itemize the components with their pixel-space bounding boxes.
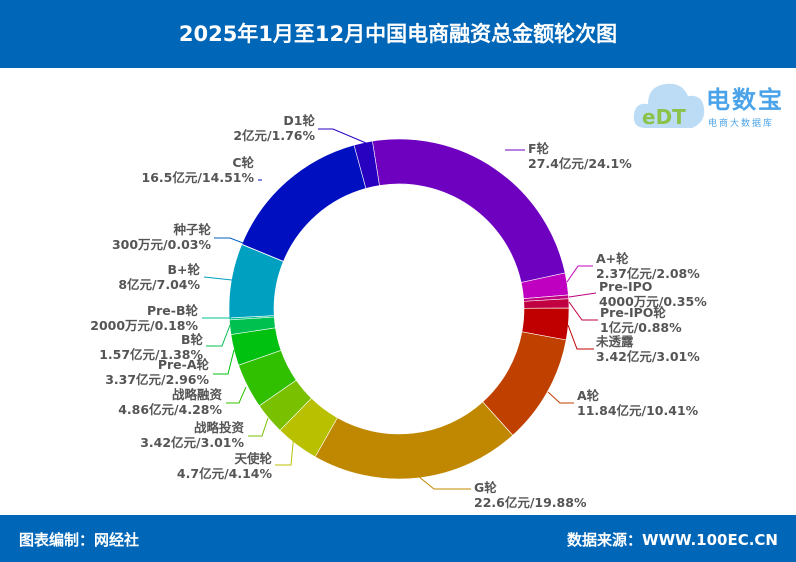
slice-name: B轮 [180,332,203,347]
slice-value: 1.57亿元/1.38% [99,347,203,362]
slice-name: C轮 [232,155,254,170]
slice-value: 4.7亿元/4.14% [176,466,272,481]
footer: 图表编制：网经社 数据来源：WWW.100EC.CN [0,515,796,562]
slice-name: Pre-IPO轮 [600,305,666,320]
slice-value: 1亿元/0.88% [600,320,682,335]
slice-label-12: Pre-B轮 2000万元/0.18% [90,303,198,333]
slice-label-15: C轮 16.5亿元/14.51% [142,155,254,185]
slice-value: 8亿元/7.04% [118,277,200,292]
slice-name: G轮 [474,480,497,495]
slice-name: Pre-A轮 [157,357,209,372]
leader-line-10 [213,349,235,375]
slice-value: 3.42亿元/3.01% [596,349,700,364]
slice-name: D1轮 [283,113,315,128]
slice-label-7: 天使轮 4.7亿元/4.14% [177,451,272,481]
slice-label-3: Pre-IPO轮 1亿元/0.88% [600,305,682,335]
leader-line-7 [275,432,295,466]
svg-text:eDT: eDT [642,105,686,129]
slice-label-10: Pre-A轮 3.37亿元/2.96% [105,357,209,387]
slice-name: B+轮 [167,262,200,277]
slice-6[interactable] [314,401,514,480]
leader-line-16 [318,128,367,144]
slice-name: 未透露 [596,334,634,349]
logo-subtitle: 电商大数据库 [708,119,775,129]
slice-label-9: 战略融资 4.86亿元/4.28% [118,387,222,417]
cloud-logo-icon: eDT [633,83,705,129]
slice-name: Pre-IPO [599,279,653,294]
slice-value: 22.6亿元/19.88% [474,495,587,510]
slice-name: F轮 [528,141,550,156]
slice-value: 27.4亿元/24.1% [528,156,632,171]
leader-line-5 [547,391,574,404]
slice-label-4: 未透露 3.42亿元/3.01% [596,334,700,364]
slice-label-14: 种子轮 300万元/0.03% [112,222,211,252]
leader-line-2 [568,292,597,298]
slice-name: 天使轮 [234,451,272,466]
footer-source: 数据来源：WWW.100EC.CN [567,531,778,549]
logo: eDT 电数宝 电商大数据库 [632,74,792,136]
slice-label-0: F轮 27.4亿元/24.1% [528,141,632,171]
slice-label-8: 战略投资 3.42亿元/3.01% [140,420,244,450]
slice-16[interactable] [353,140,380,189]
leader-line-6 [417,475,471,490]
leader-line-4 [567,324,594,350]
slice-name: 战略投资 [193,420,244,435]
slice-value: 3.42亿元/3.01% [140,435,244,450]
slice-label-2: Pre-IPO 4000万元/0.35% [599,279,707,309]
slice-value: 11.84亿元/10.41% [577,403,699,418]
slice-value: 4000万元/0.35% [599,294,707,309]
chart-title: 2025年1月至12月中国电商融资总金额轮次图 [0,0,796,68]
slice-name: 种子轮 [173,222,211,237]
slice-label-11: B轮 1.57亿元/1.38% [99,332,203,362]
slice-label-16: D1轮 2亿元/1.76% [233,113,315,143]
leader-line-11 [206,324,231,347]
leader-line-3 [568,301,598,321]
slice-name: A轮 [577,388,600,403]
slice-value: 2亿元/1.76% [233,128,315,143]
slice-label-5: A轮 11.84亿元/10.41% [577,388,698,418]
leader-line-8 [248,417,269,437]
slice-name: Pre-B轮 [146,303,198,318]
slice-label-13: B+轮 8亿元/7.04% [118,262,200,292]
slice-value: 2.37亿元/2.08% [596,266,700,281]
leader-line-9 [226,386,247,404]
slice-label-6: G轮 22.6亿元/19.88% [474,480,586,510]
leader-line-1 [566,265,593,283]
slice-value: 4.86亿元/4.28% [118,402,222,417]
slice-value: 2000万元/0.18% [90,318,198,333]
slice-value: 16.5亿元/14.51% [141,170,254,185]
slice-name: 战略融资 [171,387,222,402]
slice-15[interactable] [241,144,367,262]
footer-credit: 图表编制：网经社 [19,531,140,549]
slice-label-1: A+轮 2.37亿元/2.08% [596,251,700,281]
leader-line-13 [203,276,233,281]
leader-line-14 [214,237,244,244]
slice-value: 300万元/0.03% [111,237,211,252]
slice-value: 3.37亿元/2.96% [105,372,209,387]
slice-name: A+轮 [596,251,629,266]
logo-name: 电数宝 [706,86,784,114]
